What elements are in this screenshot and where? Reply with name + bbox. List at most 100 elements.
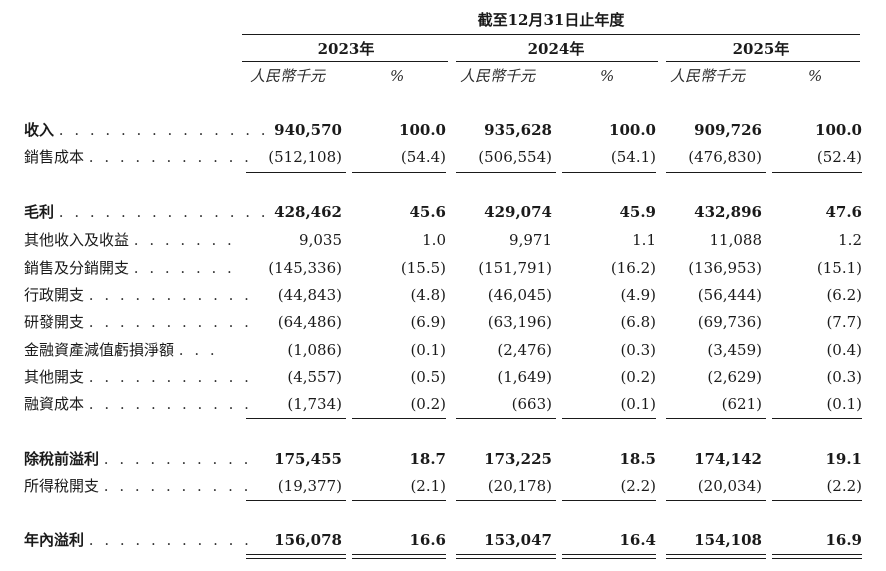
cell-2023-amount: (512,108) [268, 148, 342, 166]
cell-2024-percent: (0.1) [620, 395, 656, 413]
cell-2025-amount: 432,896 [694, 203, 762, 221]
subtotal-rule [456, 172, 556, 173]
cell-2025-amount: (136,953) [688, 259, 762, 277]
subtotal-rule [666, 500, 766, 501]
header-rule [242, 34, 860, 35]
subtotal-rule [456, 500, 556, 501]
cell-2025-percent: (0.3) [826, 368, 862, 386]
year-2025-rule [666, 61, 860, 62]
row-label: 研發開支 . . . . . . . . . . . [24, 313, 252, 331]
period-heading: 截至12月31日止年度 [477, 11, 625, 29]
cell-2024-amount: (2,476) [497, 341, 552, 359]
cell-2024-percent: (0.3) [620, 341, 656, 359]
cell-2024-amount: (151,791) [478, 259, 552, 277]
cell-2024-amount: (46,045) [487, 286, 552, 304]
cell-2025-amount: 11,088 [709, 231, 763, 249]
subtotal-rule [352, 418, 446, 419]
cell-2025-amount: (476,830) [688, 148, 762, 166]
cell-2025-percent: 47.6 [825, 203, 862, 221]
subtotal-rule [772, 500, 862, 501]
cell-2023-amount: (1,086) [287, 341, 342, 359]
subtotal-rule [456, 418, 556, 419]
cell-2023-percent: 18.7 [409, 450, 446, 468]
total-double-rule [456, 554, 556, 559]
subtotal-rule [352, 172, 446, 173]
subtotal-rule [772, 172, 862, 173]
year-2025-heading: 2025年 [732, 40, 790, 58]
row-label: 除稅前溢利 . . . . . . . . . . [24, 450, 252, 468]
cell-2023-percent: 16.6 [409, 531, 446, 549]
cell-2024-percent: (6.8) [620, 313, 656, 331]
cell-2025-percent: (7.7) [826, 313, 862, 331]
cell-2025-amount: (69,736) [697, 313, 762, 331]
cell-2025-percent: 1.2 [838, 231, 862, 249]
row-label: 所得稅開支 . . . . . . . . . . [24, 477, 252, 495]
row-label: 年內溢利 . . . . . . . . . . . [24, 531, 252, 549]
subtotal-rule [772, 418, 862, 419]
cell-2023-percent: (6.9) [410, 313, 446, 331]
cell-2023-percent: (4.8) [410, 286, 446, 304]
cell-2025-amount: 174,142 [694, 450, 762, 468]
cell-2025-amount: (20,034) [697, 477, 762, 495]
cell-2023-amount: (44,843) [277, 286, 342, 304]
total-double-rule [246, 554, 346, 559]
cell-2024-percent: (2.2) [620, 477, 656, 495]
cell-2025-percent: (0.1) [826, 395, 862, 413]
cell-2023-percent: 45.6 [409, 203, 446, 221]
cell-2023-amount: (4,557) [287, 368, 342, 386]
unit-percent-2023: % [390, 67, 405, 85]
row-label: 收入 . . . . . . . . . . . . . . [24, 121, 269, 139]
cell-2025-percent: (6.2) [826, 286, 862, 304]
row-label: 銷售及分銷開支 . . . . . . . [24, 259, 235, 277]
cell-2023-percent: (0.1) [410, 341, 446, 359]
cell-2025-amount: (56,444) [697, 286, 762, 304]
cell-2023-amount: 156,078 [274, 531, 342, 549]
cell-2024-amount: 9,971 [509, 231, 552, 249]
subtotal-rule [562, 500, 656, 501]
cell-2024-amount: (20,178) [487, 477, 552, 495]
cell-2025-amount: 154,108 [694, 531, 762, 549]
subtotal-rule [562, 418, 656, 419]
cell-2023-percent: 100.0 [399, 121, 446, 139]
cell-2024-percent: (54.1) [610, 148, 656, 166]
cell-2023-amount: 940,570 [274, 121, 342, 139]
row-label: 其他收入及收益 . . . . . . . [24, 231, 235, 249]
cell-2025-percent: (2.2) [826, 477, 862, 495]
unit-percent-2024: % [600, 67, 615, 85]
total-double-rule [562, 554, 656, 559]
cell-2025-percent: 19.1 [825, 450, 862, 468]
cell-2023-percent: (15.5) [400, 259, 446, 277]
row-label: 銷售成本 . . . . . . . . . . . [24, 148, 252, 166]
subtotal-rule [246, 172, 346, 173]
total-double-rule [352, 554, 446, 559]
cell-2023-percent: (54.4) [400, 148, 446, 166]
cell-2023-percent: 1.0 [422, 231, 446, 249]
cell-2025-amount: (621) [721, 395, 762, 413]
cell-2023-amount: 9,035 [299, 231, 342, 249]
cell-2023-amount: (145,336) [268, 259, 342, 277]
cell-2024-percent: 45.9 [619, 203, 656, 221]
subtotal-rule [246, 500, 346, 501]
row-label: 融資成本 . . . . . . . . . . . [24, 395, 252, 413]
cell-2023-percent: (2.1) [410, 477, 446, 495]
cell-2024-amount: (506,554) [478, 148, 552, 166]
year-2024-heading: 2024年 [527, 40, 585, 58]
cell-2023-percent: (0.2) [410, 395, 446, 413]
cell-2024-amount: (1,649) [497, 368, 552, 386]
subtotal-rule [352, 500, 446, 501]
cell-2025-percent: (15.1) [816, 259, 862, 277]
year-2024-rule [456, 61, 658, 62]
unit-percent-2025: % [808, 67, 823, 85]
cell-2024-amount: 153,047 [484, 531, 552, 549]
cell-2023-percent: (0.5) [410, 368, 446, 386]
cell-2024-amount: 429,074 [484, 203, 552, 221]
unit-currency-2025: 人民幣千元 [670, 67, 746, 85]
row-label: 毛利 . . . . . . . . . . . . . . [24, 203, 269, 221]
cell-2025-percent: 100.0 [815, 121, 862, 139]
total-double-rule [772, 554, 862, 559]
cell-2025-amount: (2,629) [707, 368, 762, 386]
cell-2025-percent: 16.9 [825, 531, 862, 549]
subtotal-rule [246, 418, 346, 419]
cell-2023-amount: (64,486) [277, 313, 342, 331]
row-label: 行政開支 . . . . . . . . . . . [24, 286, 252, 304]
